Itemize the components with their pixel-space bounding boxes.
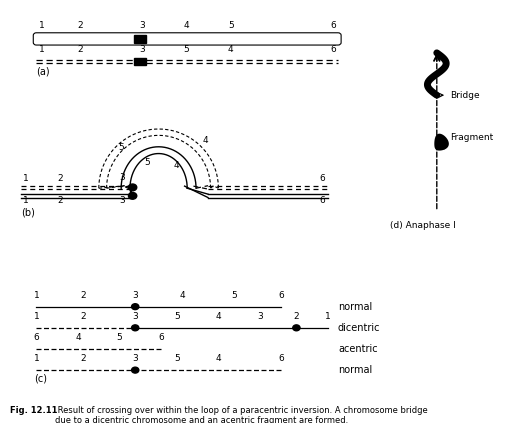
Text: 2: 2 bbox=[78, 21, 83, 30]
Text: 1: 1 bbox=[38, 21, 45, 30]
Text: 5: 5 bbox=[116, 333, 123, 342]
Text: 6: 6 bbox=[33, 333, 40, 342]
Text: (d) Anaphase I: (d) Anaphase I bbox=[390, 221, 456, 231]
Text: Fragment: Fragment bbox=[443, 133, 493, 149]
Text: 3: 3 bbox=[257, 312, 263, 321]
Text: 4: 4 bbox=[184, 21, 189, 30]
Text: 2: 2 bbox=[81, 312, 86, 321]
Text: 1: 1 bbox=[23, 173, 29, 183]
Text: 2: 2 bbox=[81, 354, 86, 363]
Text: normal: normal bbox=[338, 302, 372, 312]
Text: 5: 5 bbox=[231, 291, 237, 300]
Circle shape bbox=[128, 184, 137, 191]
Text: 6: 6 bbox=[278, 354, 284, 363]
Text: 4: 4 bbox=[174, 161, 179, 170]
FancyBboxPatch shape bbox=[33, 33, 341, 45]
Text: 1: 1 bbox=[33, 312, 40, 321]
Text: 1: 1 bbox=[23, 196, 29, 206]
Text: 1: 1 bbox=[33, 291, 40, 300]
Text: 5: 5 bbox=[144, 158, 150, 167]
Text: Fig. 12.11: Fig. 12.11 bbox=[10, 406, 58, 415]
Text: 6: 6 bbox=[319, 196, 326, 206]
Bar bbox=[134, 35, 146, 42]
Text: 6: 6 bbox=[330, 21, 336, 30]
Text: 6: 6 bbox=[278, 291, 284, 300]
Text: dicentric: dicentric bbox=[338, 323, 381, 333]
Text: (a): (a) bbox=[36, 66, 50, 76]
Text: 2: 2 bbox=[57, 196, 62, 206]
Text: acentric: acentric bbox=[338, 344, 378, 354]
Circle shape bbox=[128, 192, 137, 199]
Text: 4: 4 bbox=[179, 291, 185, 300]
Text: 6: 6 bbox=[330, 45, 336, 54]
Text: 3: 3 bbox=[119, 196, 125, 206]
Circle shape bbox=[132, 304, 139, 310]
Text: 5: 5 bbox=[174, 354, 180, 363]
Text: 6: 6 bbox=[158, 333, 164, 342]
Text: Result of crossing over within the loop of a paracentric inversion. A chromosome: Result of crossing over within the loop … bbox=[55, 406, 427, 423]
Text: 1: 1 bbox=[33, 354, 40, 363]
Text: 3: 3 bbox=[132, 354, 138, 363]
Text: 6: 6 bbox=[319, 173, 326, 183]
Text: (b): (b) bbox=[21, 207, 35, 217]
Text: 4: 4 bbox=[216, 312, 221, 321]
Text: 1: 1 bbox=[324, 312, 331, 321]
Text: 2: 2 bbox=[57, 173, 62, 183]
Text: 1: 1 bbox=[38, 45, 45, 54]
Circle shape bbox=[132, 325, 139, 331]
Text: 5: 5 bbox=[174, 312, 180, 321]
Text: normal: normal bbox=[338, 365, 372, 375]
Text: 3: 3 bbox=[132, 291, 138, 300]
Text: 5: 5 bbox=[228, 21, 233, 30]
Circle shape bbox=[293, 325, 300, 331]
Text: 4: 4 bbox=[75, 333, 81, 342]
Text: 5: 5 bbox=[184, 45, 189, 54]
Text: 2: 2 bbox=[78, 45, 83, 54]
Polygon shape bbox=[434, 134, 449, 151]
Text: Bridge: Bridge bbox=[439, 91, 479, 100]
Text: 5: 5 bbox=[118, 143, 124, 152]
Text: 2: 2 bbox=[294, 312, 299, 321]
Text: (c): (c) bbox=[34, 373, 47, 383]
Text: 4: 4 bbox=[216, 354, 221, 363]
Text: 3: 3 bbox=[139, 21, 145, 30]
Circle shape bbox=[132, 367, 139, 373]
Text: 4: 4 bbox=[202, 135, 208, 145]
Text: 2: 2 bbox=[81, 291, 86, 300]
Text: 3: 3 bbox=[139, 45, 145, 54]
Bar bbox=[134, 58, 146, 65]
Text: 3: 3 bbox=[119, 173, 125, 182]
Text: 4: 4 bbox=[228, 45, 233, 54]
Text: 3: 3 bbox=[132, 312, 138, 321]
